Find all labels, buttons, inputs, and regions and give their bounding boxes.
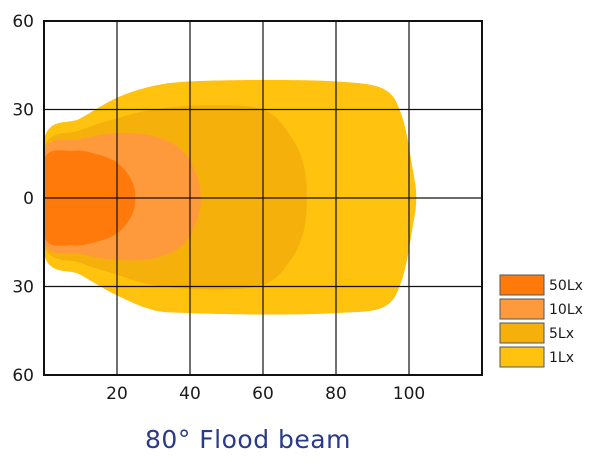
x-tick-label: 60 — [252, 384, 274, 404]
legend-label-5lx: 5Lx — [549, 326, 574, 342]
x-tick-label: 20 — [106, 384, 128, 404]
grid — [44, 20, 482, 376]
y-tick-label: 60 — [12, 12, 34, 32]
beam-areas — [44, 80, 417, 315]
y-tick-label: 30 — [12, 101, 34, 121]
legend: 50Lx 10Lx 5Lx 1Lx — [499, 274, 583, 368]
x-tick-label: 100 — [393, 384, 425, 404]
x-tick-label: 80 — [325, 384, 347, 404]
legend-label-10lx: 10Lx — [549, 302, 583, 318]
legend-swatch-50lx — [499, 274, 545, 296]
y-tick-label: 60 — [12, 366, 34, 386]
x-tick-label: 40 — [179, 384, 201, 404]
x-axis: 20 40 60 80 100 — [106, 384, 425, 404]
chart-title: 80° Flood beam — [145, 425, 351, 454]
legend-label-1lx: 1Lx — [549, 350, 574, 366]
legend-swatch-10lx — [499, 298, 545, 320]
legend-label-50lx: 50Lx — [549, 278, 583, 294]
y-tick-label: 30 — [12, 278, 34, 298]
y-axis: 60 30 0 30 60 — [12, 12, 34, 386]
legend-swatch-1lx — [499, 346, 545, 368]
plot-frame — [43, 20, 483, 376]
legend-swatch-5lx — [499, 322, 545, 344]
y-tick-label: 0 — [23, 189, 34, 209]
